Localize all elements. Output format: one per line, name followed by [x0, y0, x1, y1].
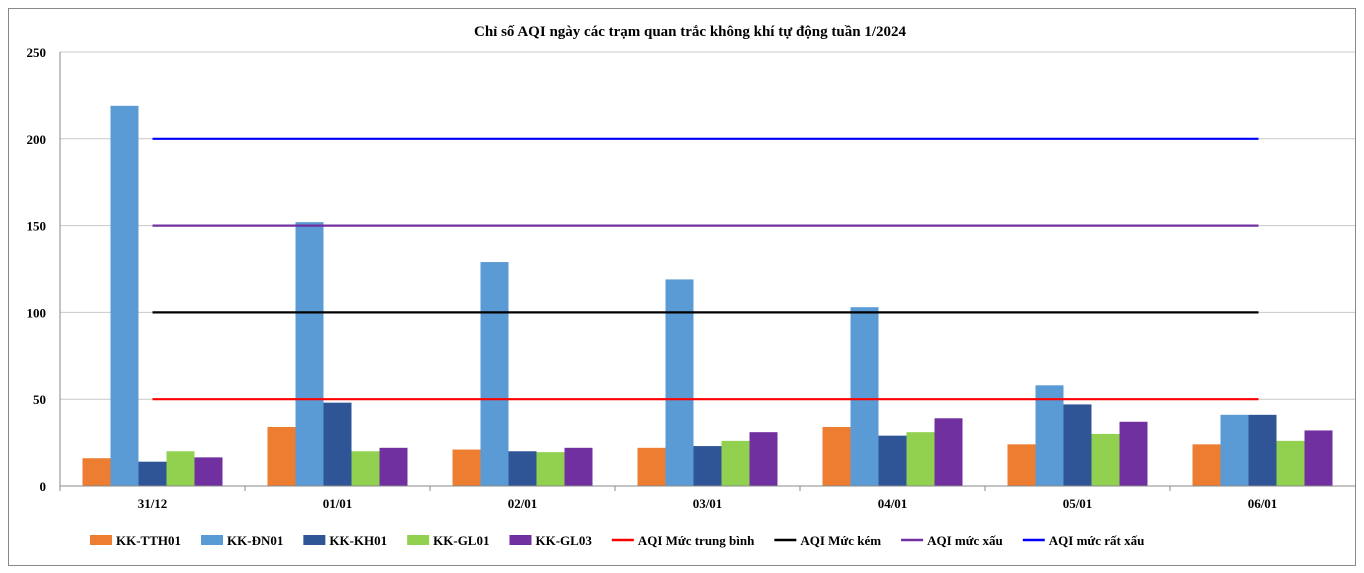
bar-kk-đn01	[295, 222, 324, 487]
bar-kk-kh01	[508, 451, 537, 486]
x-tick-label: 03/01	[693, 496, 723, 511]
bar-kk-tth01	[637, 447, 666, 486]
chart-title: Chỉ số AQI ngày các trạm quan trắc không…	[474, 24, 906, 40]
legend-label: AQI mức rất xấu	[1049, 533, 1145, 548]
y-tick-label: 250	[27, 45, 47, 60]
legend-swatch	[509, 535, 532, 545]
x-tick-label: 02/01	[508, 496, 538, 511]
legend-swatch	[90, 535, 112, 545]
bar-kk-kh01	[138, 461, 167, 486]
y-tick-label: 100	[27, 305, 47, 320]
bar-kk-kh01	[1063, 404, 1092, 486]
bar-kk-tth01	[267, 426, 296, 486]
bar-kk-gl03	[1304, 430, 1333, 486]
bar-kk-đn01	[1035, 385, 1064, 486]
legend-label: KK-ĐN01	[227, 533, 283, 548]
y-tick-label: 0	[40, 479, 47, 494]
legend-swatch	[201, 535, 224, 545]
bar-kk-gl03	[749, 432, 778, 486]
legend-label: KK-KH01	[329, 533, 387, 548]
bar-kk-gl03	[379, 447, 408, 486]
legend-swatch	[407, 535, 430, 545]
bar-kk-gl01	[536, 452, 565, 486]
bar-kk-gl01	[351, 451, 380, 486]
legend-label: KK-GL01	[433, 533, 489, 548]
bar-kk-gl01	[1091, 433, 1120, 486]
bar-kk-kh01	[693, 446, 722, 486]
bar-kk-gl03	[564, 447, 593, 486]
x-tick-label: 04/01	[878, 496, 908, 511]
bar-kk-đn01	[480, 262, 509, 486]
bar-kk-gl01	[721, 440, 750, 486]
y-tick-label: 50	[33, 392, 46, 407]
legend-label: KK-GL03	[535, 533, 592, 548]
bar-kk-gl03	[934, 418, 963, 486]
bar-kk-kh01	[1248, 414, 1277, 486]
legend-label: AQI mức xấu	[927, 533, 1003, 548]
x-tick-label: 31/12	[138, 496, 168, 511]
bar-kk-đn01	[110, 105, 139, 486]
legend-label: KK-TTH01	[116, 533, 181, 548]
x-tick-label: 06/01	[1248, 496, 1278, 511]
bar-kk-gl01	[906, 432, 935, 486]
legend-label: AQI Mức kém	[800, 533, 881, 548]
bar-kk-kh01	[323, 402, 352, 486]
bar-kk-tth01	[452, 449, 481, 486]
bar-kk-gl03	[1119, 421, 1148, 486]
bar-kk-tth01	[822, 426, 851, 486]
bar-kk-đn01	[665, 279, 694, 486]
bar-kk-gl01	[166, 451, 195, 486]
y-tick-label: 200	[27, 132, 47, 147]
bar-kk-gl03	[194, 457, 223, 486]
bar-kk-đn01	[1220, 414, 1249, 486]
bar-kk-tth01	[1007, 444, 1036, 486]
x-tick-label: 05/01	[1063, 496, 1093, 511]
bar-kk-kh01	[878, 435, 907, 486]
legend-label: AQI Mức trung bình	[638, 533, 755, 548]
x-tick-label: 01/01	[323, 496, 353, 511]
bar-kk-tth01	[82, 458, 111, 486]
bar-kk-đn01	[850, 307, 879, 486]
y-tick-label: 150	[27, 219, 47, 234]
legend-swatch	[303, 535, 326, 545]
bar-kk-tth01	[1192, 444, 1221, 486]
bar-kk-gl01	[1276, 440, 1305, 486]
